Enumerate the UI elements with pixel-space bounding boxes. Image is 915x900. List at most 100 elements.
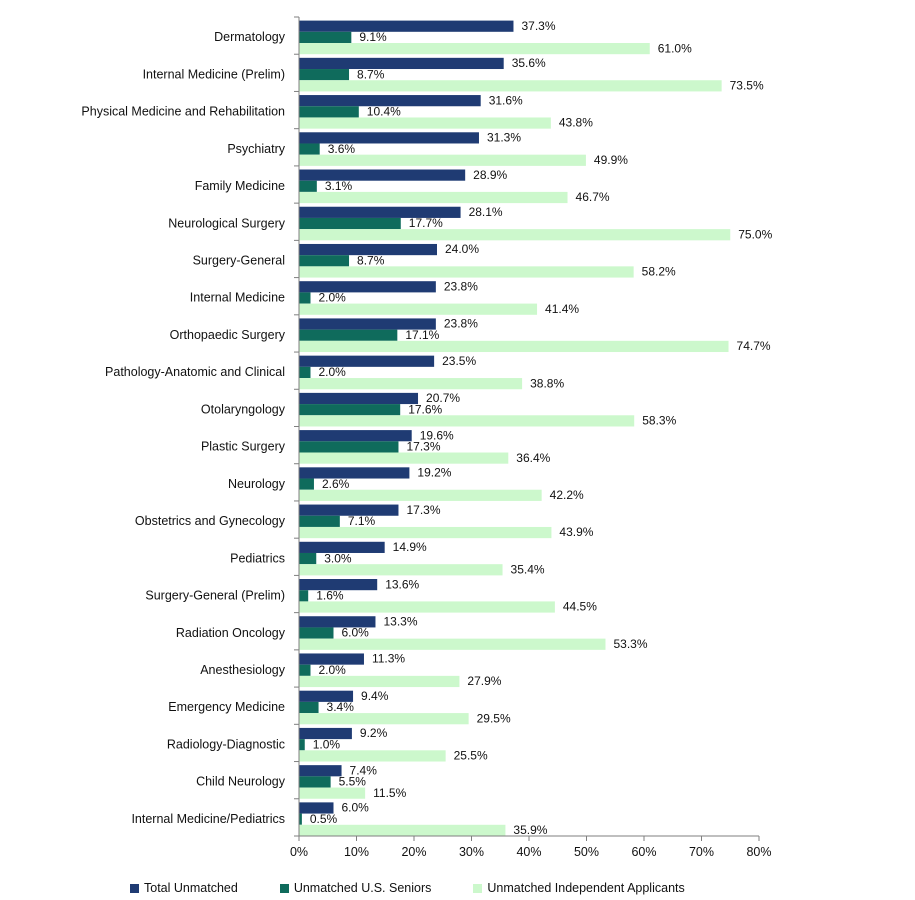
bar-independent xyxy=(299,750,446,762)
bar-independent xyxy=(299,154,586,166)
bar-total xyxy=(299,206,461,218)
data-label-seniors: 10.4% xyxy=(367,105,401,119)
data-label-independent: 27.9% xyxy=(467,674,501,688)
bar-total xyxy=(299,616,376,628)
legend-label-seniors: Unmatched U.S. Seniors xyxy=(293,881,432,895)
bar-total xyxy=(299,281,436,293)
x-tick-label: 50% xyxy=(574,845,599,859)
category-label: Orthopaedic Surgery xyxy=(170,328,286,342)
bar-total xyxy=(299,802,334,814)
data-label-total: 13.3% xyxy=(383,615,417,629)
legend-item-independent: Unmatched Independent Applicants xyxy=(473,881,685,895)
category-label: Emergency Medicine xyxy=(168,700,285,714)
data-label-total: 23.8% xyxy=(444,317,478,331)
x-tick-label: 10% xyxy=(344,845,369,859)
data-label-independent: 42.2% xyxy=(550,488,584,502)
bar-seniors xyxy=(299,515,340,527)
bar-independent xyxy=(299,117,551,129)
data-label-seniors: 2.0% xyxy=(319,663,347,677)
bar-seniors xyxy=(299,31,352,43)
data-label-seniors: 17.3% xyxy=(406,440,440,454)
category-label: Plastic Surgery xyxy=(201,440,286,454)
bar-seniors xyxy=(299,404,401,416)
category-label: Obstetrics and Gynecology xyxy=(135,514,286,528)
data-label-total: 35.6% xyxy=(512,56,546,70)
data-label-independent: 43.9% xyxy=(559,525,593,539)
bar-seniors xyxy=(299,590,309,602)
data-label-total: 31.6% xyxy=(489,93,523,107)
category-label: Internal Medicine (Prelim) xyxy=(143,67,285,81)
labels-layer: Dermatology 37.3% 9.1% 61.0% Internal Medici… xyxy=(81,19,772,837)
category-label: Surgery-General (Prelim) xyxy=(145,589,285,603)
bar-seniors xyxy=(299,143,320,155)
bar-seniors xyxy=(299,180,317,192)
data-label-independent: 36.4% xyxy=(516,451,550,465)
legend-swatch-independent xyxy=(473,883,483,893)
bar-total xyxy=(299,690,354,702)
bar-total xyxy=(299,20,514,32)
data-label-total: 37.3% xyxy=(521,19,555,33)
data-label-total: 23.5% xyxy=(442,354,476,368)
data-label-independent: 38.8% xyxy=(530,376,564,390)
bar-independent xyxy=(299,787,366,799)
data-label-independent: 11.5% xyxy=(373,786,406,800)
x-tick-label: 80% xyxy=(746,845,771,859)
bar-total xyxy=(299,579,378,591)
bar-seniors xyxy=(299,701,319,714)
data-label-seniors: 3.6% xyxy=(328,142,356,156)
category-label: Neurological Surgery xyxy=(168,216,285,230)
data-label-total: 7.4% xyxy=(350,763,378,777)
data-label-total: 13.6% xyxy=(385,577,419,591)
legend-item-total: Total Unmatched xyxy=(130,881,238,895)
bar-independent xyxy=(299,489,542,501)
bar-independent xyxy=(299,601,555,613)
data-label-independent: 35.9% xyxy=(513,823,547,837)
bar-seniors xyxy=(299,627,334,639)
data-label-seniors: 3.4% xyxy=(327,700,355,714)
bar-independent xyxy=(299,415,635,427)
bar-total xyxy=(299,541,385,553)
bar-seniors xyxy=(299,552,317,565)
data-label-independent: 41.4% xyxy=(545,302,579,316)
bar-seniors xyxy=(299,664,311,676)
bar-independent xyxy=(299,43,650,55)
data-label-independent: 49.9% xyxy=(594,153,628,167)
data-label-independent: 58.2% xyxy=(642,265,676,279)
bar-independent xyxy=(299,564,503,576)
data-label-total: 28.1% xyxy=(469,205,503,219)
bar-total xyxy=(299,727,352,740)
category-label: Psychiatry xyxy=(227,142,285,156)
data-label-seniors: 8.7% xyxy=(357,253,385,267)
data-label-seniors: 17.1% xyxy=(405,328,439,342)
category-label: Anesthesiology xyxy=(200,663,286,677)
data-label-seniors: 17.6% xyxy=(408,402,442,416)
data-label-independent: 29.5% xyxy=(477,711,511,725)
data-label-independent: 58.3% xyxy=(642,414,676,428)
data-label-seniors: 6.0% xyxy=(342,626,370,640)
data-label-independent: 75.0% xyxy=(738,227,772,241)
bar-total xyxy=(299,765,342,777)
bar-total xyxy=(299,169,466,181)
data-label-total: 9.2% xyxy=(360,726,388,740)
data-label-independent: 61.0% xyxy=(658,41,692,55)
bar-total xyxy=(299,504,399,516)
bar-total xyxy=(299,392,419,405)
data-label-seniors: 1.0% xyxy=(313,737,341,751)
bar-independent xyxy=(299,824,506,836)
x-tick-label: 0% xyxy=(290,845,308,859)
bar-total xyxy=(299,467,410,479)
bar-independent xyxy=(299,675,460,688)
x-tick-label: 60% xyxy=(631,845,656,859)
category-label: Pediatrics xyxy=(230,551,285,565)
bar-independent xyxy=(299,340,729,353)
bar-seniors xyxy=(299,366,311,379)
bar-seniors xyxy=(299,217,401,230)
legend-label-independent: Unmatched Independent Applicants xyxy=(487,881,685,895)
bar-total xyxy=(299,57,504,70)
bar-independent xyxy=(299,713,469,725)
data-label-total: 19.6% xyxy=(420,428,454,442)
data-label-total: 31.3% xyxy=(487,131,521,145)
bar-seniors xyxy=(299,813,302,825)
data-label-seniors: 17.7% xyxy=(409,216,443,230)
data-label-seniors: 2.6% xyxy=(322,477,350,491)
